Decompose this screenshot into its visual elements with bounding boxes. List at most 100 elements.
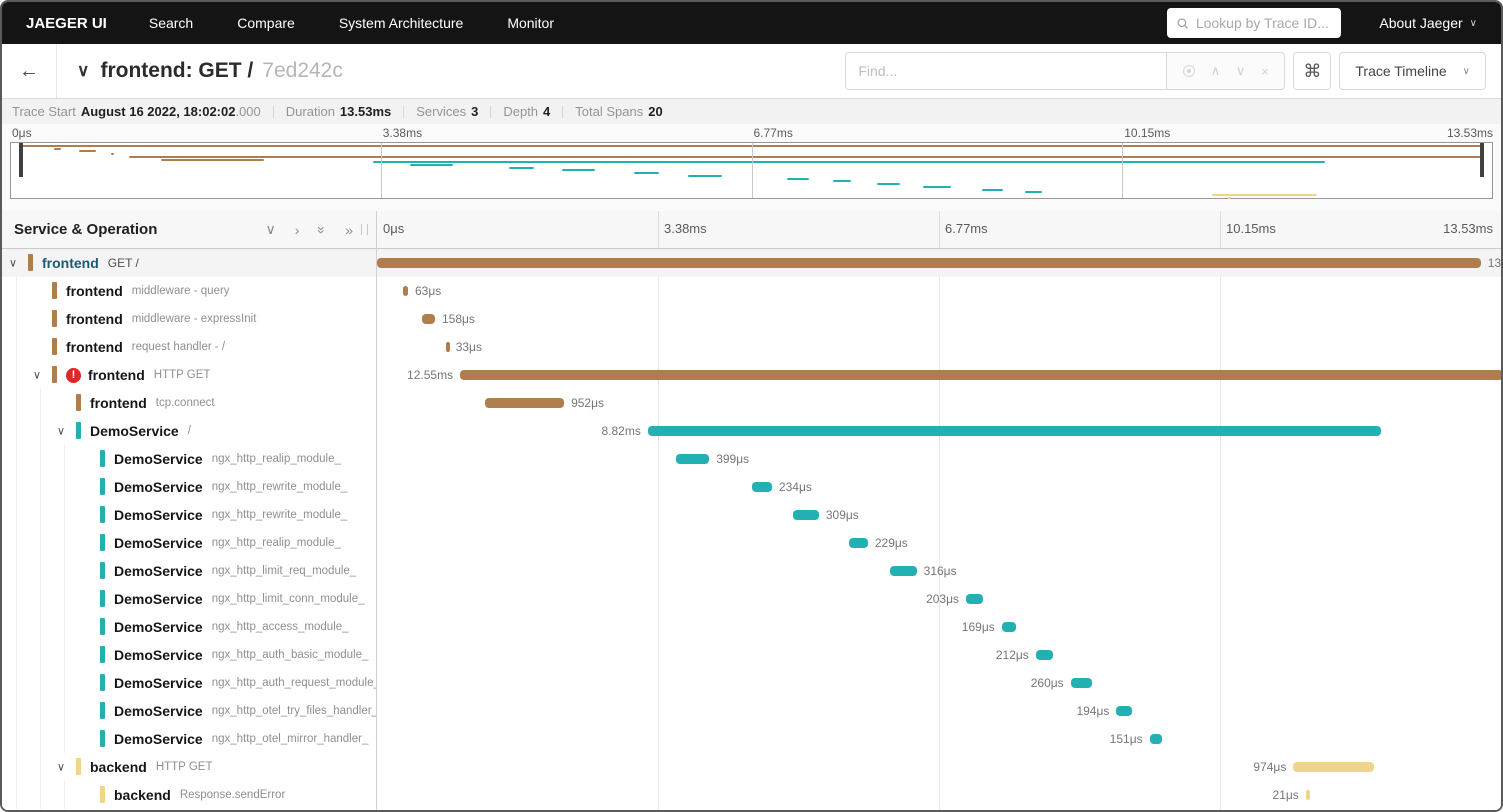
sidebar-span-row[interactable]: DemoService ngx_http_rewrite_module_: [2, 473, 376, 501]
span-bar[interactable]: [402, 286, 408, 296]
keyboard-shortcuts-button[interactable]: ⌘: [1293, 52, 1332, 90]
timeline-span-row[interactable]: 974μs: [377, 753, 1501, 781]
timeline-span-row[interactable]: 169μs: [377, 613, 1501, 641]
timeline-span-row[interactable]: 21μs: [377, 781, 1501, 809]
sidebar-span-row[interactable]: DemoService ngx_http_auth_request_module_: [2, 669, 376, 697]
trace-lookup[interactable]: [1167, 8, 1342, 38]
sidebar-span-row[interactable]: ∨ DemoService /: [2, 417, 376, 445]
span-bar[interactable]: [965, 594, 983, 604]
trace-duration: Duration 13.53ms: [285, 104, 392, 119]
span-bar[interactable]: [445, 342, 450, 352]
sidebar-span-row[interactable]: DemoService ngx_http_limit_conn_module_: [2, 585, 376, 613]
about-jaeger-menu[interactable]: About Jaeger ∨: [1379, 15, 1477, 31]
span-bar[interactable]: [460, 370, 1501, 380]
span-bar[interactable]: [1305, 790, 1310, 800]
service-color-bar: [100, 450, 105, 467]
indent-guide: [16, 333, 17, 361]
sidebar-span-row[interactable]: frontend middleware - query: [2, 277, 376, 305]
operation-name: ngx_http_otel_try_files_handler_: [211, 705, 377, 717]
nav-item-compare[interactable]: Compare: [237, 15, 295, 31]
collapse-trace-chevron-icon[interactable]: ∨: [77, 61, 90, 80]
operation-name: ngx_http_realip_module_: [211, 453, 341, 465]
column-resizer-grip[interactable]: [361, 224, 368, 235]
sidebar-span-row[interactable]: ∨! frontend HTTP GET: [2, 361, 376, 389]
trace-minimap[interactable]: [10, 142, 1493, 199]
span-bar[interactable]: [484, 398, 565, 408]
gridline: [1220, 211, 1221, 248]
timeline-span-row[interactable]: 194μs: [377, 697, 1501, 725]
app-brand[interactable]: JAEGER UI: [26, 14, 107, 32]
timeline-span-row[interactable]: 33μs: [377, 333, 1501, 361]
sidebar-span-row[interactable]: DemoService ngx_http_otel_mirror_handler_: [2, 725, 376, 753]
service-name: DemoService: [114, 507, 203, 523]
sidebar-span-row[interactable]: DemoService ngx_http_realip_module_: [2, 529, 376, 557]
trace-lookup-input[interactable]: [1195, 15, 1332, 31]
find-input[interactable]: [845, 52, 1168, 90]
sidebar-span-row[interactable]: backend Response.sendError: [2, 781, 376, 809]
timeline-span-row[interactable]: 8.82ms: [377, 417, 1501, 445]
sidebar-span-row[interactable]: ∨ frontend GET /: [2, 249, 376, 277]
timeline-span-row[interactable]: 63μs: [377, 277, 1501, 305]
span-bar[interactable]: [1149, 734, 1163, 744]
timeline-span-row[interactable]: 399μs: [377, 445, 1501, 473]
span-bar[interactable]: [1035, 650, 1054, 660]
sidebar-span-row[interactable]: DemoService ngx_http_rewrite_module_: [2, 501, 376, 529]
service-name: DemoService: [114, 647, 203, 663]
timeline-span-row[interactable]: 316μs: [377, 557, 1501, 585]
span-bar[interactable]: [1070, 678, 1093, 688]
span-bar[interactable]: [676, 454, 710, 464]
expand-chevron-icon[interactable]: ∨: [33, 369, 42, 382]
nav-item-search[interactable]: Search: [148, 15, 194, 31]
collapse-one-icon[interactable]: ›: [294, 221, 300, 238]
locate-span-icon[interactable]: [1183, 65, 1196, 77]
span-bar[interactable]: [421, 314, 435, 324]
expand-chevron-icon[interactable]: ∨: [9, 257, 18, 270]
span-bar[interactable]: [1293, 762, 1375, 772]
span-bar[interactable]: [848, 538, 868, 548]
timeline-span-row[interactable]: 158μs: [377, 305, 1501, 333]
sidebar-span-row[interactable]: DemoService ngx_http_limit_req_module_: [2, 557, 376, 585]
timeline-span-row[interactable]: 952μs: [377, 389, 1501, 417]
minimap-handle-right[interactable]: [1480, 143, 1484, 178]
clear-search-icon[interactable]: ×: [1261, 63, 1269, 79]
sidebar-span-row[interactable]: frontend request handler - /: [2, 333, 376, 361]
minimap-handle-left[interactable]: [19, 143, 23, 178]
nav-item-system-architecture[interactable]: System Architecture: [338, 15, 464, 31]
timeline-span-row[interactable]: 234μs: [377, 473, 1501, 501]
sidebar-span-row[interactable]: DemoService ngx_http_access_module_: [2, 613, 376, 641]
span-bar[interactable]: [793, 510, 819, 520]
prev-result-icon[interactable]: ∧: [1210, 63, 1221, 78]
timeline-span-row[interactable]: 13.53ms: [377, 249, 1501, 277]
span-bar[interactable]: [377, 258, 1481, 268]
timeline-span-row[interactable]: 203μs: [377, 585, 1501, 613]
timeline-span-row[interactable]: 12.55ms: [377, 361, 1501, 389]
timeline-span-row[interactable]: 309μs: [377, 501, 1501, 529]
operation-name: HTTP GET: [155, 761, 213, 773]
back-button[interactable]: ←: [2, 44, 57, 98]
next-result-icon[interactable]: ∨: [1235, 63, 1246, 78]
sidebar-span-row[interactable]: ∨ backend HTTP GET: [2, 753, 376, 781]
sidebar-span-row[interactable]: DemoService ngx_http_realip_module_: [2, 445, 376, 473]
span-bar[interactable]: [1116, 706, 1133, 716]
nav-item-monitor[interactable]: Monitor: [507, 15, 554, 31]
span-bar[interactable]: [647, 426, 1381, 436]
sidebar-span-row[interactable]: DemoService ngx_http_otel_try_files_handl…: [2, 697, 376, 725]
sidebar-span-row[interactable]: DemoService ngx_http_auth_basic_module_: [2, 641, 376, 669]
span-bar[interactable]: [890, 566, 917, 576]
timeline-span-row[interactable]: 212μs: [377, 641, 1501, 669]
indent-guide: [40, 613, 41, 641]
expand-all-icon[interactable]: »: [314, 225, 331, 234]
sidebar-span-row[interactable]: frontend tcp.connect: [2, 389, 376, 417]
span-bar[interactable]: [752, 482, 772, 492]
timeline-span-row[interactable]: 260μs: [377, 669, 1501, 697]
expand-chevron-icon[interactable]: ∨: [57, 425, 66, 438]
timeline-span-row[interactable]: 229μs: [377, 529, 1501, 557]
collapse-all-icon[interactable]: »: [345, 221, 353, 238]
expand-one-icon[interactable]: ∨: [265, 221, 276, 237]
expand-chevron-icon[interactable]: ∨: [57, 761, 66, 774]
indent-guide: [16, 725, 17, 753]
span-bar[interactable]: [1001, 622, 1016, 632]
view-options-dropdown[interactable]: Trace Timeline ∨: [1339, 52, 1486, 90]
sidebar-span-row[interactable]: frontend middleware - expressInit: [2, 305, 376, 333]
timeline-span-row[interactable]: 151μs: [377, 725, 1501, 753]
